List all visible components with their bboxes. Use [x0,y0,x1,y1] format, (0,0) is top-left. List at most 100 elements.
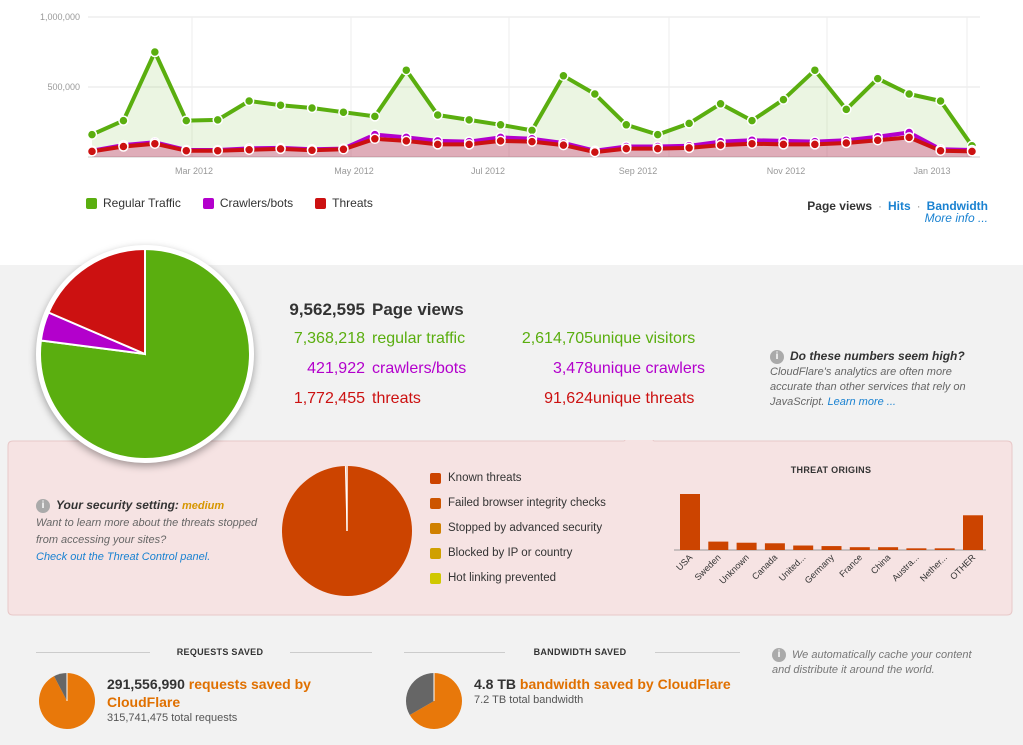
threat-legend-item: Known threats [430,472,606,497]
legend-swatch-green [86,197,97,209]
legend-swatch-red [315,197,327,209]
info-icon: i [772,648,786,663]
origin-label: Nether... [918,552,949,583]
toggle-bandwidth[interactable]: Bandwidth [926,199,988,213]
origin-label: Unknown [717,552,751,586]
total-bandwidth-label: total bandwidth [509,694,584,706]
threats-point [118,141,129,152]
requests-saved-label: requests saved by CloudFlare [107,676,311,710]
regular-traffic-point [652,129,663,140]
legend-label: Crawlers/bots [219,196,294,210]
origin-bar [680,494,700,550]
threats-point [589,146,601,158]
legend-label: Regular Traffic [103,196,181,210]
threat-legend-label: Known threats [448,472,522,484]
threat-legend-item: Failed browser integrity checks [430,497,606,522]
regular-traffic-point [558,70,569,82]
regular-traffic-point [243,95,255,107]
toggle-separator: · [878,199,882,213]
legend-swatch [430,548,441,559]
regular-traffic-label: regular traffic [372,330,466,347]
threats-point [212,145,223,156]
traffic-line-chart: 1,000,000 500,000 Mar 2012 May 2012 Jul 2012… [40,12,980,176]
toggle-page-views[interactable]: Page views [807,199,872,213]
regular-traffic-point [683,118,695,129]
threat-legend-label: Stopped by advanced security [448,522,603,534]
regular-traffic-point [401,64,412,76]
toggle-separator: · [916,199,921,213]
threats-point [149,138,161,149]
origin-label: OTHER [948,552,978,582]
legend-label: Threats [332,196,373,210]
threats-point [778,139,789,150]
chart-legend: Regular Traffic Crawlers/bots Threats [86,196,373,210]
origin-label: USA [674,552,694,572]
regular-traffic-point [86,129,98,140]
unique-visitors-count: 2,614,705 [521,330,593,347]
threats-point [243,144,255,155]
regular-traffic-point [778,94,789,105]
threat-types-legend: Known threats Failed browser integrity c… [430,472,606,597]
regular-traffic-point [432,109,443,121]
total-requests-label: total requests [171,712,238,724]
legend-regular[interactable]: Regular Traffic [86,196,181,210]
total-page-views-label: Page views [372,300,464,319]
security-body: Want to learn more about the threats sto… [36,517,258,546]
unique-crawlers-label: unique crawlers [593,360,706,377]
regular-traffic-point [149,46,161,58]
legend-swatch [430,498,441,509]
legend-swatch-purple [202,197,214,209]
legend-swatch [430,573,441,584]
regular-traffic-point [841,104,852,115]
threats-point [86,146,98,157]
origin-label: Austra... [890,552,921,583]
regular-traffic-point [212,114,223,126]
regular-traffic-point [369,111,381,122]
threat-control-link[interactable]: Check out the Threat Control panel. [36,551,211,563]
legend-threats[interactable]: Threats [315,196,373,210]
requests-saved-title: REQUESTS SAVED [150,647,290,657]
security-setting-note: i Your security setting: medium Want to l… [36,497,266,566]
info-icon: i [36,499,50,514]
threats-point [841,137,852,149]
threats-point [621,143,632,154]
threats-point [338,144,349,155]
regular-traffic-area [92,52,972,157]
regular-traffic-count: 7,368,218 [293,330,365,347]
origin-bar [708,541,729,550]
requests-slice [54,673,67,701]
threats-point [935,145,946,156]
threat-legend-label: Failed browser integrity checks [448,497,606,509]
total-bandwidth-text: 7.2 TB total bandwidth [474,694,583,706]
total-requests-text: 315,741,475 total requests [107,712,237,724]
regular-traffic-point [809,64,821,76]
threat-legend-label: Hot linking prevented [448,572,557,584]
origin-label: Canada [750,552,779,581]
origin-label: Germany [803,552,837,586]
origin-bar [821,546,842,550]
threat-panel [7,440,1013,616]
learn-more-link[interactable]: Learn more ... [827,396,896,408]
unique-threats-count: 91,624 [544,390,593,407]
more-info-link[interactable]: More info ... [924,211,988,225]
threat-legend-item: Stopped by advanced security [430,522,606,547]
security-level[interactable]: medium [181,500,225,512]
threat-types-pie [282,465,412,596]
regular-traffic-point [275,99,286,111]
bandwidth-slice [406,673,434,715]
threat-origins-title: THREAT ORIGINS [790,465,872,475]
y-tick-label: 500,000 [47,82,80,92]
origin-label: France [837,552,864,579]
regular-traffic-point [935,95,946,107]
legend-crawlers[interactable]: Crawlers/bots [202,196,294,210]
requests-saved-text: 291,556,990 requests saved by CloudFlare [107,675,367,711]
regular-traffic-point [872,73,883,84]
note-title: Do these numbers seem high? [790,349,965,363]
threats-point [401,135,412,147]
toggle-hits[interactable]: Hits [888,199,911,213]
unique-threats-label: unique threats [593,390,695,407]
unique-crawlers-count: 3,478 [552,360,593,377]
threats-point [558,139,569,151]
cache-note: i We automatically cache your content and… [772,648,987,678]
threats-point [809,139,821,150]
